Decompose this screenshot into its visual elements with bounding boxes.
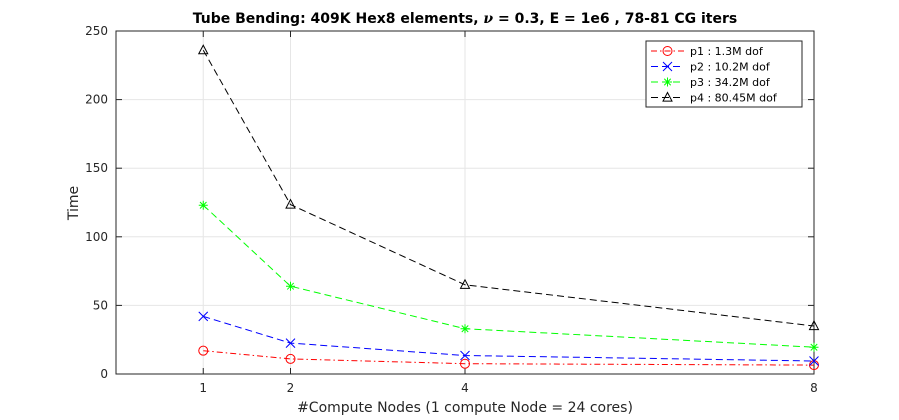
legend-label-p4: p4 : 80.45M dof: [690, 92, 778, 105]
legend-marker-p1: [662, 46, 673, 56]
chart-title-prefix: Tube Bending: 409K Hex8 elements,: [193, 11, 484, 27]
data-point-p1: [198, 345, 209, 356]
x-tick-label: 1: [199, 381, 207, 395]
data-point-p4: [285, 198, 296, 209]
data-point-p3: [286, 281, 295, 291]
data-point-p2: [460, 350, 470, 361]
chart-title-suffix: = 0.3, E = 1e6 , 78-81 CG iters: [493, 11, 737, 27]
y-tick-label: 250: [85, 24, 108, 38]
chart-title: Tube Bending: 409K Hex8 elements, ν = 0.…: [193, 11, 737, 27]
legend-marker-p2: [662, 61, 673, 72]
data-point-p2: [285, 338, 296, 348]
data-point-p1: [285, 353, 296, 364]
y-tick-label: 100: [85, 230, 108, 244]
data-point-p1: [460, 358, 470, 369]
y-tick-label: 50: [93, 298, 108, 312]
y-tick-label: 200: [85, 93, 108, 107]
data-point-p4: [197, 44, 209, 55]
chart-title-nu-symbol: ν: [483, 11, 493, 27]
series-line-p2: [203, 315, 815, 362]
series-line-p4: [202, 49, 815, 327]
legend-marker-p4: [662, 91, 673, 102]
legend-marker-p3: [663, 77, 672, 87]
x-tick-label: 4: [461, 381, 469, 395]
data-point-p2: [198, 311, 209, 322]
y-axis-title: Time: [66, 186, 82, 221]
x-axis-title: #Compute Nodes (1 compute Node = 24 core…: [297, 400, 633, 416]
data-point-p4: [459, 278, 471, 289]
x-tick-label: 2: [287, 381, 295, 395]
legend-label-p2: p2 : 10.2M dof: [690, 61, 771, 74]
legend-label-p3: p3 : 34.2M dof: [690, 76, 771, 89]
y-tick-label: 0: [100, 367, 108, 381]
y-tick-label: 150: [85, 161, 108, 175]
data-point-p3: [198, 200, 208, 210]
x-tick-label: 8: [810, 381, 818, 395]
data-point-p3: [809, 342, 819, 352]
series-line-p1: [203, 350, 815, 366]
data-point-p4: [808, 319, 820, 331]
data-point-p2: [809, 356, 819, 366]
data-point-p3: [460, 324, 470, 334]
series-line-p3: [202, 204, 815, 348]
legend-label-p1: p1 : 1.3M dof: [690, 45, 764, 58]
